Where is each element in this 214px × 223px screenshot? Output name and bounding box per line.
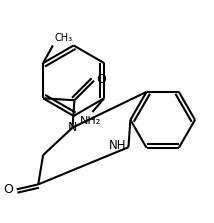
Text: NH₂: NH₂ (80, 116, 101, 126)
Text: O: O (3, 183, 13, 196)
Text: CH₃: CH₃ (55, 33, 73, 43)
Text: N: N (68, 121, 77, 134)
Text: O: O (96, 73, 106, 86)
Text: NH: NH (109, 139, 126, 152)
